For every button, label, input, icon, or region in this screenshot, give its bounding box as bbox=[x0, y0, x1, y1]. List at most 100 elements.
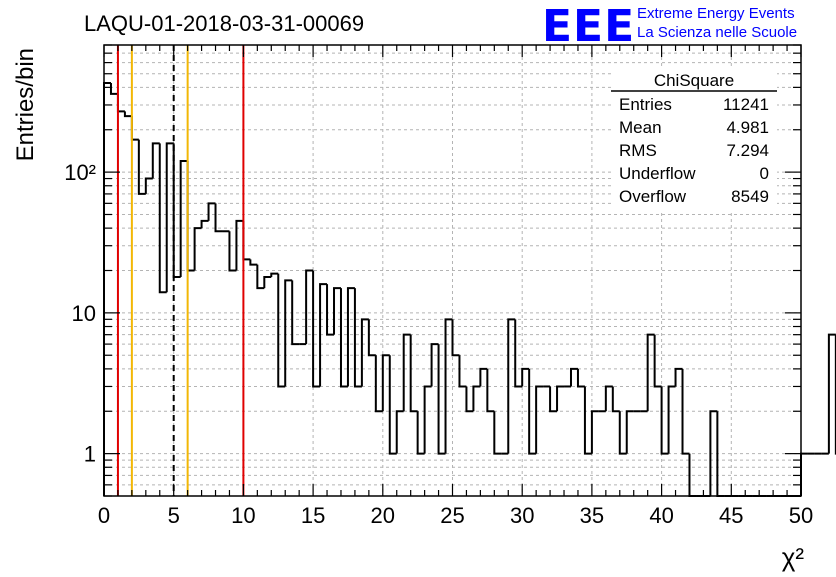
histogram-bin bbox=[341, 288, 348, 386]
histogram-bin bbox=[432, 344, 439, 386]
histogram-bin bbox=[278, 274, 285, 387]
histogram-bin bbox=[439, 344, 446, 454]
histogram-bin bbox=[522, 369, 529, 387]
stats-label-underflow: Underflow bbox=[619, 164, 696, 183]
histogram-bin bbox=[411, 335, 418, 412]
histogram-bin bbox=[327, 284, 334, 335]
histogram-bin bbox=[257, 265, 264, 288]
histogram-bin bbox=[376, 355, 383, 411]
histogram-bin bbox=[494, 411, 501, 453]
x-tick-label: 50 bbox=[789, 503, 813, 528]
x-tick-label: 10 bbox=[231, 503, 255, 528]
histogram-bin bbox=[473, 386, 480, 411]
stats-label-mean: Mean bbox=[619, 118, 662, 137]
logo-line-2: La Scienza nelle Scuole bbox=[637, 24, 797, 41]
histogram-bin bbox=[160, 143, 167, 292]
histogram-bin bbox=[515, 319, 522, 386]
x-tick-label: 30 bbox=[510, 503, 534, 528]
stats-box-title: ChiSquare bbox=[654, 71, 734, 90]
histogram-bin bbox=[627, 411, 634, 453]
histogram-bin bbox=[153, 143, 160, 178]
histogram-bin bbox=[585, 386, 592, 453]
histogram-bin bbox=[466, 386, 473, 411]
histogram-bin bbox=[355, 288, 362, 386]
histogram-bin bbox=[550, 386, 557, 411]
histogram-bin bbox=[620, 411, 627, 453]
histogram-bin bbox=[571, 369, 578, 387]
histogram-bin bbox=[167, 143, 174, 292]
histogram-bin bbox=[285, 280, 292, 386]
histogram-bin bbox=[592, 411, 599, 453]
x-tick-label: 20 bbox=[371, 503, 395, 528]
stats-value-mean: 4.981 bbox=[726, 118, 769, 137]
histogram-bin bbox=[801, 454, 808, 496]
histogram-bin bbox=[250, 259, 257, 264]
histogram-bin bbox=[209, 203, 216, 221]
x-tick-label: 15 bbox=[301, 503, 325, 528]
histogram-bin bbox=[369, 319, 376, 355]
histogram-bin bbox=[536, 386, 543, 453]
histogram-bin bbox=[243, 221, 250, 259]
stats-value-entries: 11241 bbox=[723, 95, 769, 114]
histogram-bin bbox=[557, 386, 564, 411]
histogram-bin bbox=[606, 386, 613, 411]
histogram-bin bbox=[334, 288, 341, 335]
histogram-bin bbox=[348, 288, 355, 386]
stats-value-underflow: 0 bbox=[760, 164, 769, 183]
y-tick-label: 10² bbox=[64, 160, 96, 185]
histogram-bin bbox=[271, 274, 278, 277]
histogram-bin bbox=[459, 355, 466, 386]
histogram-bin bbox=[578, 369, 585, 387]
histogram-bin bbox=[195, 228, 202, 270]
histogram-bin bbox=[418, 411, 425, 453]
histogram-bin bbox=[229, 231, 236, 270]
histogram-bin bbox=[125, 111, 132, 116]
histogram-bin bbox=[216, 203, 223, 231]
histogram-bin bbox=[306, 271, 313, 345]
y-tick-label: 1 bbox=[84, 442, 96, 467]
histogram-bin bbox=[404, 335, 411, 412]
histogram-bin bbox=[662, 386, 669, 453]
x-tick-label: 35 bbox=[580, 503, 604, 528]
histogram-bin bbox=[132, 116, 139, 140]
x-tick-label: 45 bbox=[719, 503, 743, 528]
histogram-bin bbox=[829, 335, 836, 454]
eee-logo-mark: EEE bbox=[542, 1, 635, 52]
stats-label-entries: Entries bbox=[619, 95, 672, 114]
x-tick-label: 40 bbox=[649, 503, 673, 528]
y-tick-label: 10 bbox=[72, 301, 96, 326]
histogram-bin bbox=[320, 284, 327, 386]
y-axis-label: Entries/bin bbox=[12, 48, 39, 161]
x-axis-label: χ² bbox=[782, 542, 805, 572]
histogram-bin bbox=[174, 143, 181, 277]
histogram-bin bbox=[383, 355, 390, 411]
histogram-bin bbox=[655, 335, 662, 387]
stats-value-rms: 7.294 bbox=[726, 141, 769, 160]
histogram-bin bbox=[648, 335, 655, 412]
histogram-bin bbox=[118, 94, 125, 112]
histogram-bin bbox=[202, 221, 209, 228]
histogram-bin bbox=[111, 83, 118, 94]
histogram-bin bbox=[104, 83, 111, 496]
histogram-bin bbox=[480, 369, 487, 387]
logo-line-1: Extreme Energy Events bbox=[637, 5, 795, 22]
histogram-bin bbox=[264, 277, 271, 288]
histogram-bin bbox=[397, 411, 404, 453]
histogram-bin bbox=[390, 355, 397, 453]
stats-value-overflow: 8549 bbox=[731, 187, 769, 206]
stats-box: ChiSquare Entries 11241 Mean 4.981 RMS 7… bbox=[611, 68, 777, 210]
histogram-bin bbox=[613, 386, 620, 411]
histogram-bin bbox=[487, 369, 494, 411]
x-tick-label: 25 bbox=[440, 503, 464, 528]
chart-title: LAQU-01-2018-03-31-00069 bbox=[84, 11, 364, 36]
stats-label-overflow: Overflow bbox=[619, 187, 687, 206]
histogram-bin bbox=[669, 386, 676, 453]
histogram-bin bbox=[453, 319, 460, 355]
histogram-bin bbox=[188, 161, 195, 271]
x-tick-label: 5 bbox=[168, 503, 180, 528]
stats-label-rms: RMS bbox=[619, 141, 657, 160]
histogram-bin bbox=[362, 319, 369, 386]
histogram-bin bbox=[425, 386, 432, 453]
